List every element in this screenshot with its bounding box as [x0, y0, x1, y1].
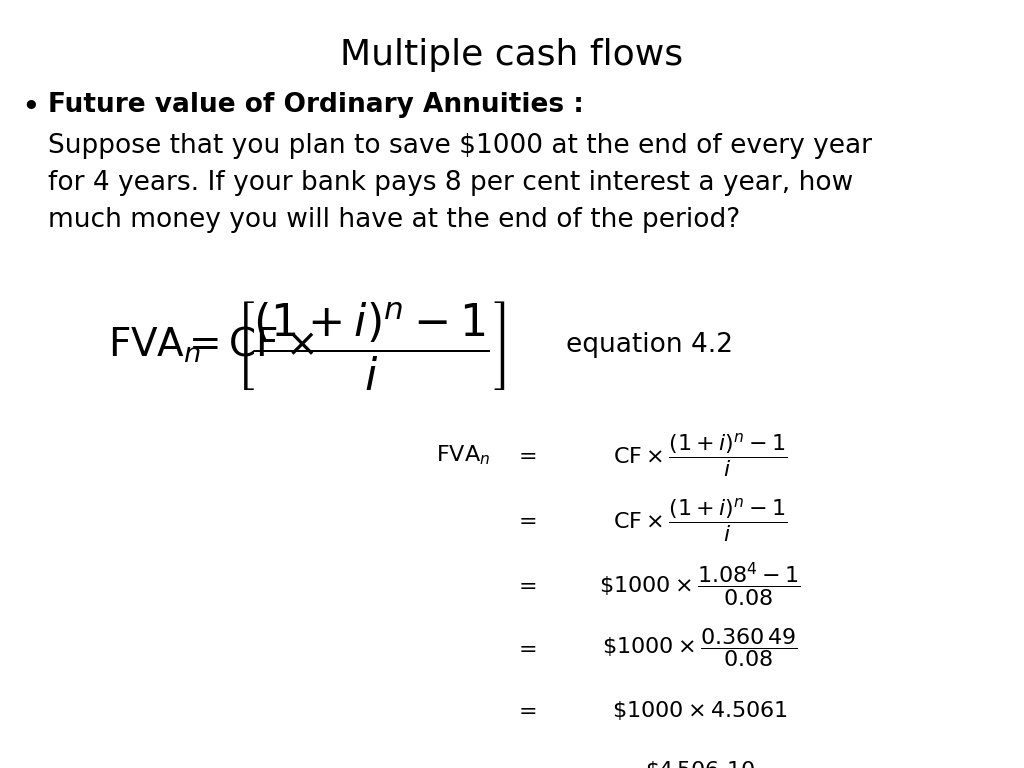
Text: Suppose that you plan to save $1000 at the end of every year
for 4 years. If you: Suppose that you plan to save $1000 at t…	[48, 133, 872, 233]
Text: $\$4\,506.10$: $\$4\,506.10$	[645, 759, 755, 768]
Text: $\mathrm{CF}\times\dfrac{(1+i)^{n}-1}{i}$: $\mathrm{CF}\times\dfrac{(1+i)^{n}-1}{i}…	[612, 496, 787, 544]
Text: $=$: $=$	[514, 445, 537, 465]
Text: $\$1000\times\dfrac{1.08^{4}-1}{0.08}$: $\$1000\times\dfrac{1.08^{4}-1}{0.08}$	[599, 561, 801, 609]
Text: $\mathrm{FVA}_n$: $\mathrm{FVA}_n$	[436, 443, 490, 467]
Text: $=$: $=$	[514, 760, 537, 768]
Text: $\$1000\times\dfrac{0.360\,49}{0.08}$: $\$1000\times\dfrac{0.360\,49}{0.08}$	[602, 627, 798, 670]
Text: $\mathrm{CF}\times\dfrac{(1+i)^{n}-1}{i}$: $\mathrm{CF}\times\dfrac{(1+i)^{n}-1}{i}…	[612, 431, 787, 479]
Text: $=$: $=$	[514, 700, 537, 720]
Text: Future value of Ordinary Annuities :: Future value of Ordinary Annuities :	[48, 92, 584, 118]
Text: $\mathregular{FVA}_n$: $\mathregular{FVA}_n$	[109, 326, 202, 365]
Text: $\$1000\times 4.5061$: $\$1000\times 4.5061$	[612, 699, 787, 721]
Text: $=$: $=$	[514, 638, 537, 658]
Text: $=$: $=$	[514, 575, 537, 595]
Text: equation 4.2: equation 4.2	[566, 332, 733, 358]
Text: •: •	[22, 95, 39, 121]
Text: $\mathregular{=CF}\times$: $\mathregular{=CF}\times$	[181, 326, 315, 364]
Text: $\left[\dfrac{(1+i)^n-1}{i}\right]$: $\left[\dfrac{(1+i)^n-1}{i}\right]$	[234, 299, 505, 392]
Text: Multiple cash flows: Multiple cash flows	[340, 38, 684, 72]
Text: $=$: $=$	[514, 510, 537, 530]
